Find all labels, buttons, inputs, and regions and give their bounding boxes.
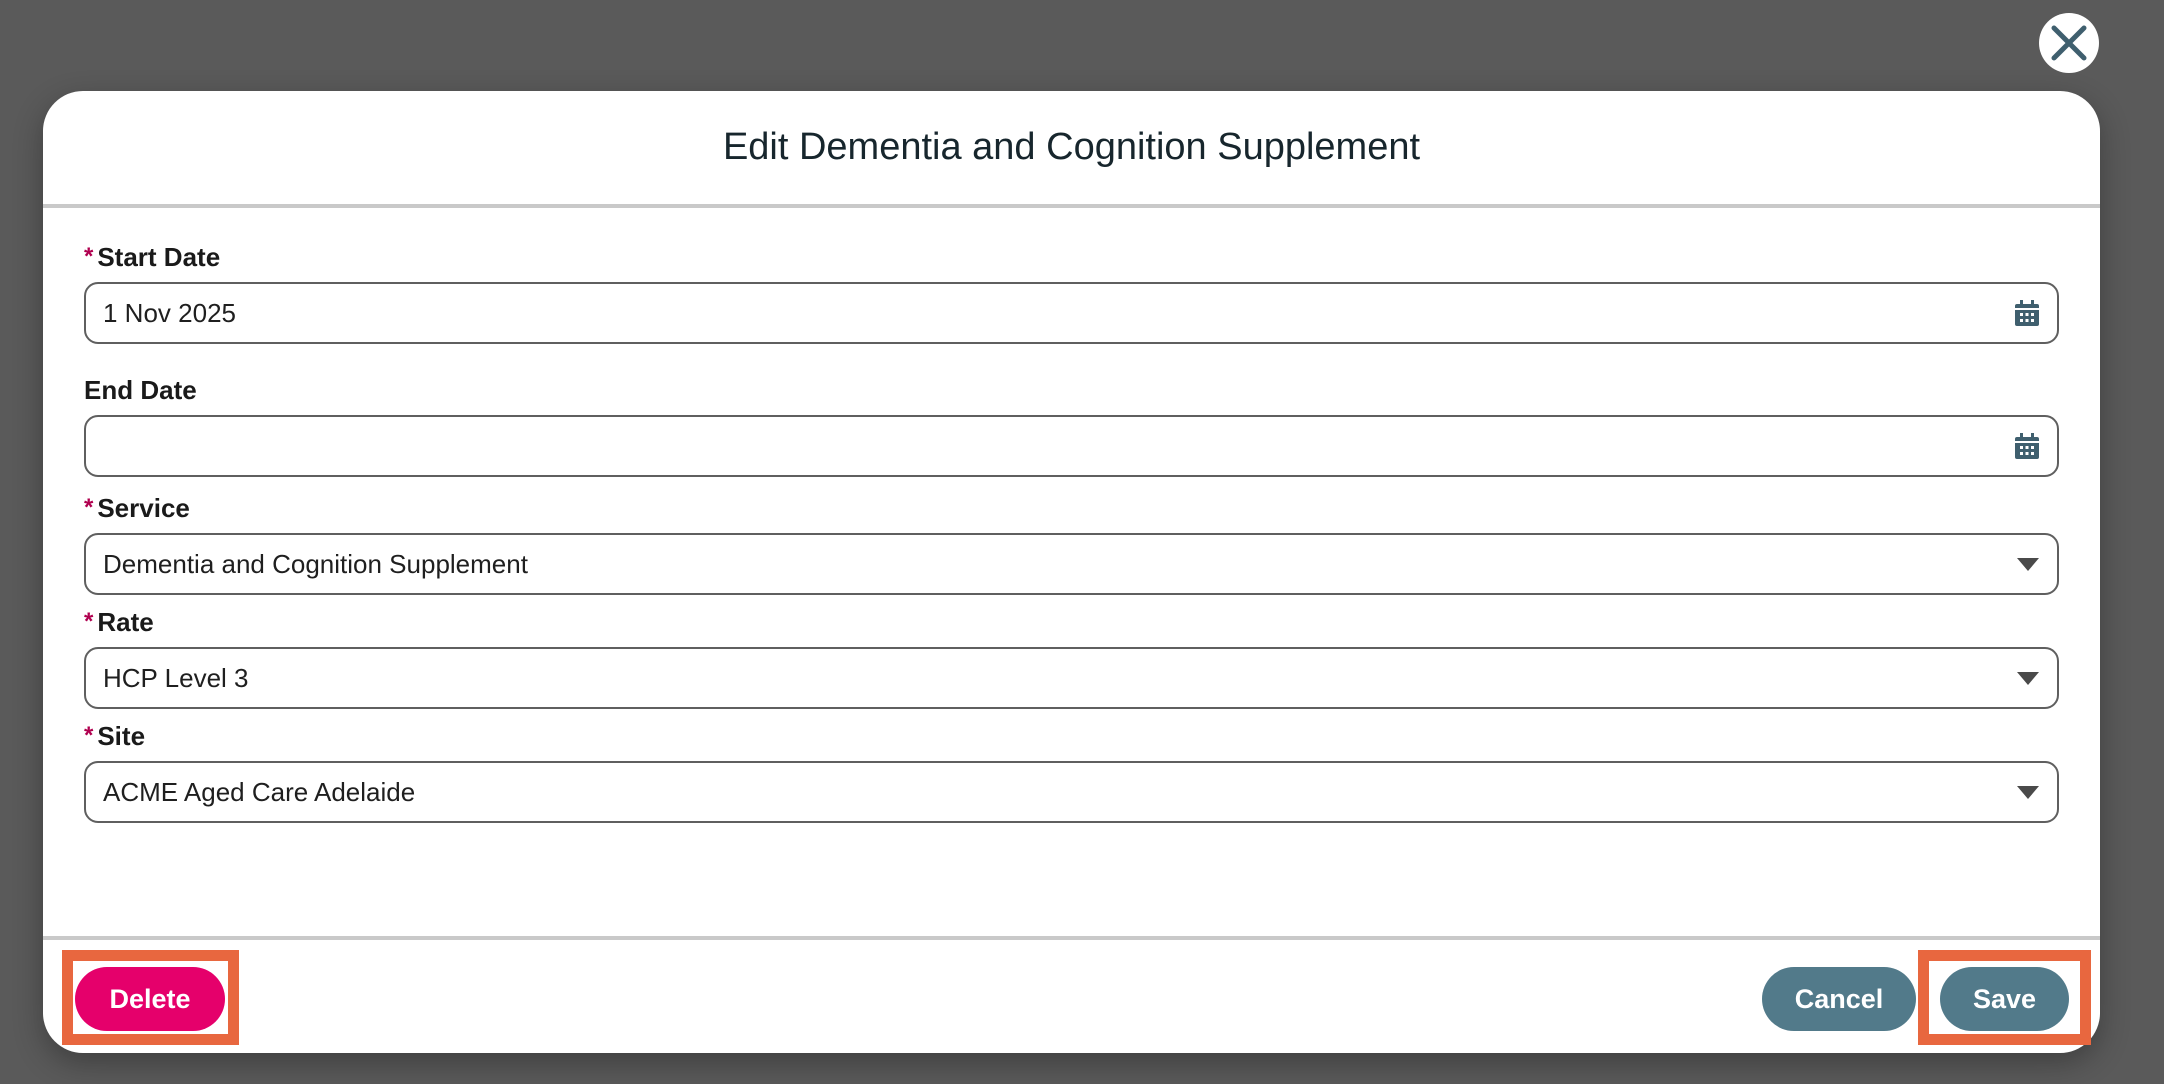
edit-supplement-modal: Edit Dementia and Cognition Supplement *… xyxy=(43,91,2100,1053)
required-marker: * xyxy=(84,494,94,521)
modal-footer: Delete Cancel Save xyxy=(43,936,2100,1053)
label-text: Site xyxy=(97,720,146,751)
dropdown-triangle-icon xyxy=(2017,785,2039,799)
service-select[interactable]: Dementia and Cognition Supplement xyxy=(84,533,2059,595)
site-label: * Site xyxy=(84,719,2059,753)
label-text: End Date xyxy=(84,374,197,405)
rate-value: HCP Level 3 xyxy=(103,662,249,693)
required-marker: * xyxy=(84,608,94,635)
modal-header: Edit Dementia and Cognition Supplement xyxy=(43,91,2100,208)
rate-label: * Rate xyxy=(84,605,2059,639)
start-date-input[interactable]: 1 Nov 2025 xyxy=(84,282,2059,344)
label-text: Start Date xyxy=(97,241,221,272)
end-date-input[interactable] xyxy=(84,415,2059,477)
close-icon xyxy=(2051,25,2087,61)
delete-button[interactable]: Delete xyxy=(75,967,225,1031)
save-button[interactable]: Save xyxy=(1940,967,2069,1031)
label-text: Rate xyxy=(97,606,154,637)
calendar-icon[interactable] xyxy=(2015,433,2039,459)
close-button[interactable] xyxy=(2039,13,2099,73)
site-select[interactable]: ACME Aged Care Adelaide xyxy=(84,761,2059,823)
required-marker: * xyxy=(84,722,94,749)
start-date-label: * Start Date xyxy=(84,240,2059,274)
required-marker: * xyxy=(84,243,94,270)
service-label: * Service xyxy=(84,491,2059,525)
end-date-label: End Date xyxy=(84,373,2059,407)
site-value: ACME Aged Care Adelaide xyxy=(103,776,416,807)
rate-select[interactable]: HCP Level 3 xyxy=(84,647,2059,709)
cancel-button[interactable]: Cancel xyxy=(1762,967,1916,1031)
modal-title: Edit Dementia and Cognition Supplement xyxy=(722,126,1421,168)
start-date-value: 1 Nov 2025 xyxy=(103,297,236,328)
label-text: Service xyxy=(97,492,190,523)
dropdown-triangle-icon xyxy=(2017,671,2039,685)
service-value: Dementia and Cognition Supplement xyxy=(103,548,528,579)
modal-form: * Start Date 1 Nov 2025 End Date * Service… xyxy=(43,208,2100,823)
calendar-icon[interactable] xyxy=(2015,300,2039,326)
dropdown-triangle-icon xyxy=(2017,557,2039,571)
